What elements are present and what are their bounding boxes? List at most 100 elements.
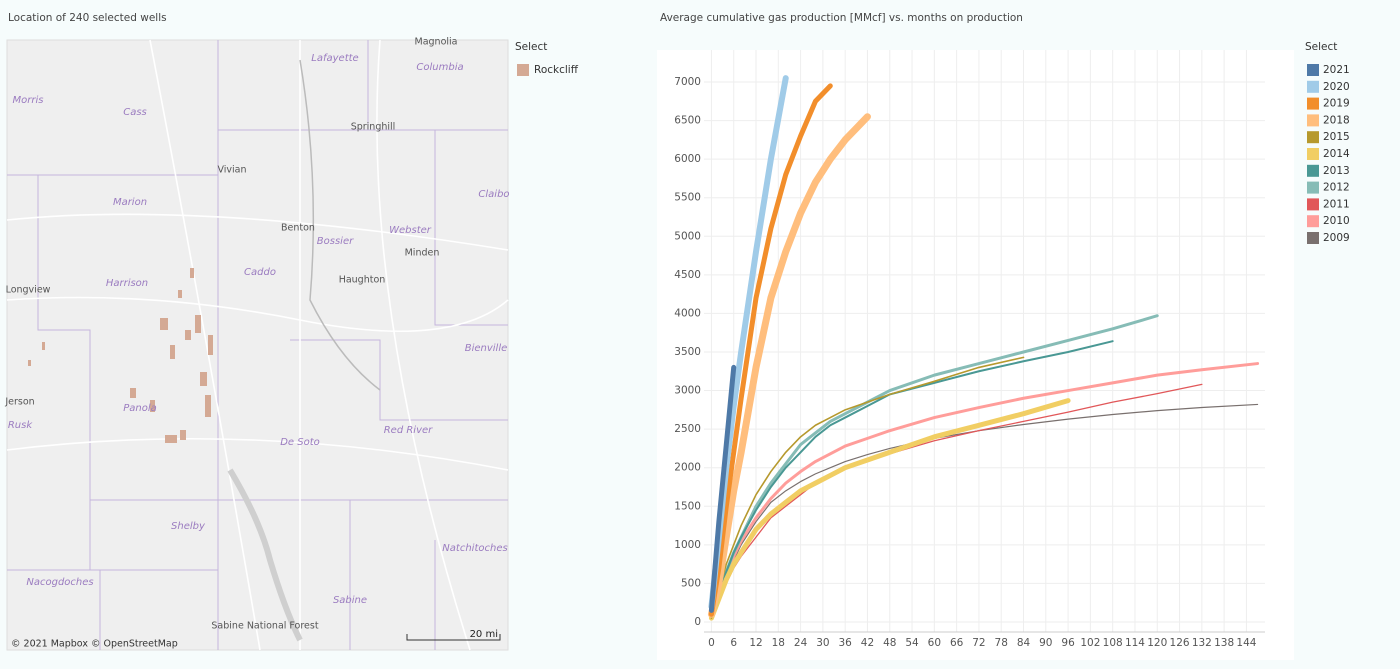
y-tick-label: 4500 <box>674 269 701 281</box>
town-label: Benton <box>281 223 315 234</box>
legend-label[interactable]: 2014 <box>1323 148 1350 160</box>
series-line <box>707 113 871 618</box>
town-label: Jerson <box>4 397 34 408</box>
map-legend-item[interactable]: Rockcliff <box>534 64 579 76</box>
map-background <box>6 39 509 651</box>
county-label: Rusk <box>8 420 33 431</box>
county-label: Red River <box>384 425 433 436</box>
reservoir <box>227 468 303 642</box>
series-line <box>708 83 833 617</box>
x-tick-label: 78 <box>995 637 1008 649</box>
county-label: Harrison <box>106 278 148 289</box>
legend-label[interactable]: 2020 <box>1323 81 1350 93</box>
x-tick-label: 84 <box>1017 637 1031 649</box>
wells <box>28 268 213 443</box>
legend-swatch[interactable] <box>1307 80 1319 93</box>
legend-swatch[interactable] <box>1307 97 1319 110</box>
map[interactable]: Magnolia Lafayette Columbia Morris Cass Sprin… <box>4 37 510 651</box>
y-tick-label: 5000 <box>674 230 701 242</box>
county-label: Shelby <box>171 521 206 532</box>
chart-legend-title: Select <box>1305 41 1337 53</box>
town-label: Magnolia <box>415 37 458 48</box>
x-tick-label: 0 <box>708 637 715 649</box>
legend-swatch[interactable] <box>1307 215 1319 228</box>
legend-label[interactable]: 2009 <box>1323 232 1350 244</box>
y-tick-label: 3500 <box>674 346 701 358</box>
legend-swatch[interactable] <box>1307 114 1319 127</box>
county-label: Webster <box>389 225 432 236</box>
x-tick-label: 12 <box>749 637 762 649</box>
legend-label[interactable]: 2018 <box>1323 114 1350 126</box>
series-line <box>708 364 737 613</box>
county-label: Bienville <box>465 343 508 354</box>
y-tick-label: 2000 <box>674 462 701 474</box>
x-tick-label: 54 <box>905 637 919 649</box>
x-tick-label: 66 <box>950 637 964 649</box>
town-label: Minden <box>405 248 440 259</box>
legend-swatch[interactable] <box>1307 198 1319 211</box>
x-tick-label: 120 <box>1147 637 1167 649</box>
x-tick-label: 36 <box>838 637 852 649</box>
county-label: Caddo <box>244 267 276 278</box>
y-tick-label: 5500 <box>674 192 701 204</box>
y-tick-label: 2500 <box>674 423 701 435</box>
x-tick-label: 96 <box>1061 637 1075 649</box>
chart-panel <box>657 50 1294 660</box>
y-tick-label: 1000 <box>674 539 701 551</box>
place-labels: Magnolia Lafayette Columbia Morris Cass Sprin… <box>4 37 509 632</box>
legend-label[interactable]: 2013 <box>1323 165 1350 177</box>
chart-legend: 2021 2020 2019 2018 2015 2014 2013 2012 2011 2010… <box>1307 64 1350 244</box>
x-tick-label: 42 <box>861 637 874 649</box>
legend-label[interactable]: 2012 <box>1323 182 1350 194</box>
legend-swatch[interactable] <box>1307 131 1319 144</box>
scale-bar <box>406 634 501 641</box>
county-label: Columbia <box>416 62 463 73</box>
x-tick-label: 72 <box>972 637 985 649</box>
scale-label: 20 mi <box>470 629 498 640</box>
x-tick-label: 18 <box>772 637 785 649</box>
town-label: Springhill <box>351 122 396 133</box>
town-label: Vivian <box>217 165 246 176</box>
county-label: Morris <box>13 95 44 106</box>
legend-swatch[interactable] <box>1307 164 1319 177</box>
plot: 0 500 1000 1500 2000 2500 3000 3500 4000 4500 5000… <box>674 50 1265 649</box>
attribution: © 2021 Mapbox © OpenStreetMap <box>11 639 178 650</box>
series-line <box>710 340 1114 620</box>
legend-label[interactable]: 2011 <box>1323 198 1350 210</box>
y-tick-label: 7000 <box>674 76 701 88</box>
series-line <box>710 403 1259 619</box>
legend-swatch[interactable] <box>1307 64 1319 76</box>
town-label: Haughton <box>339 275 386 286</box>
x-tick-label: 114 <box>1125 637 1145 649</box>
county-label: Claibo <box>478 189 509 200</box>
boundaries <box>7 40 508 650</box>
series-line <box>709 362 1260 620</box>
legend-label[interactable]: 2021 <box>1323 64 1350 76</box>
y-tick-label: 6500 <box>674 115 701 127</box>
x-tick-label: 132 <box>1192 637 1212 649</box>
y-tick-label: 500 <box>681 577 701 589</box>
county-label: Lafayette <box>311 53 358 64</box>
legend-swatch[interactable] <box>517 64 529 76</box>
legend-label[interactable]: 2010 <box>1323 215 1350 227</box>
legend-label[interactable]: 2015 <box>1323 131 1350 143</box>
county-label: Cass <box>123 107 147 118</box>
x-tick-label: 102 <box>1080 637 1100 649</box>
x-tick-label: 60 <box>928 637 941 649</box>
county-label: De Soto <box>280 437 320 448</box>
y-tick-label: 1500 <box>674 500 701 512</box>
x-tick-label: 6 <box>730 637 737 649</box>
x-tick-label: 126 <box>1170 637 1190 649</box>
x-tick-label: 144 <box>1236 637 1256 649</box>
y-tick-label: 4000 <box>674 307 701 319</box>
series-line <box>708 398 1071 621</box>
legend-swatch[interactable] <box>1307 232 1319 244</box>
legend-swatch[interactable] <box>1307 181 1319 194</box>
y-tick-label: 3000 <box>674 385 701 397</box>
legend-label[interactable]: 2019 <box>1323 98 1350 110</box>
legend-swatch[interactable] <box>1307 148 1319 160</box>
river <box>299 59 381 391</box>
roads <box>6 39 509 651</box>
county-label: Bossier <box>317 236 354 247</box>
